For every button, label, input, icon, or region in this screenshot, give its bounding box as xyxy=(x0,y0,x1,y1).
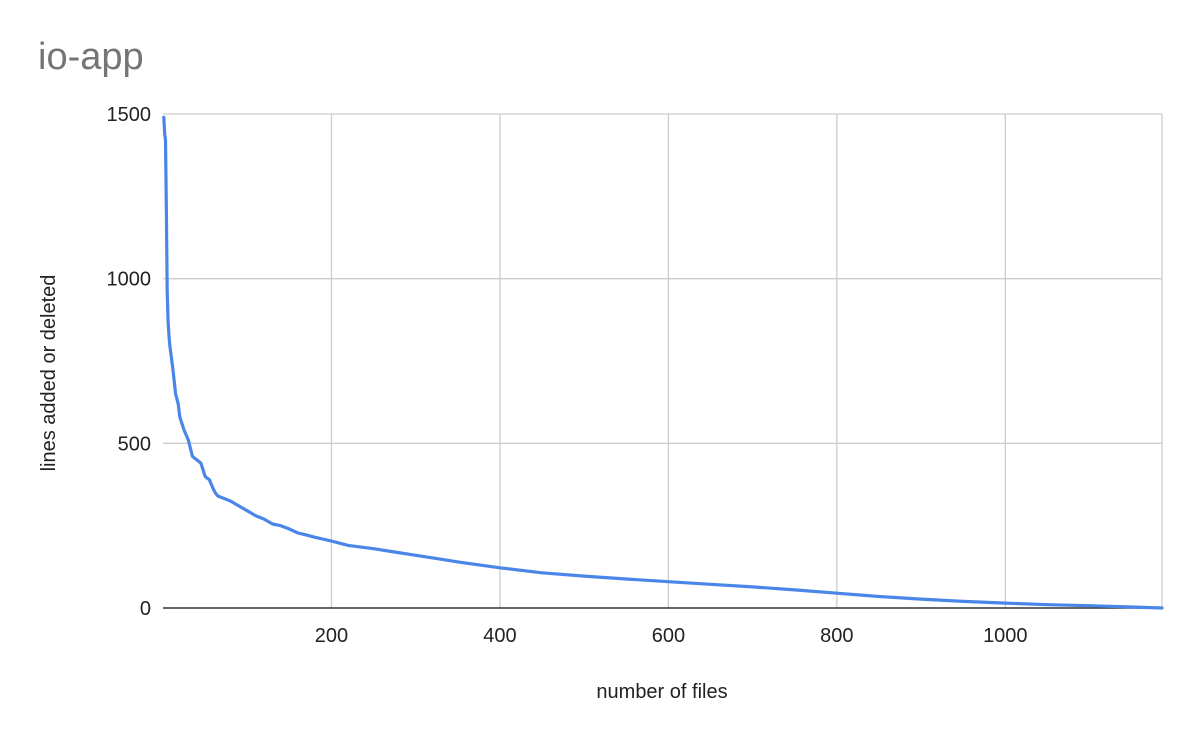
y-tick-label: 0 xyxy=(140,598,151,620)
x-tick-label: 400 xyxy=(483,625,516,647)
x-tick-label: 200 xyxy=(315,625,348,647)
tick-labels: 0 500 1000 1500 200 400 600 800 1000 xyxy=(107,104,1028,647)
x-tick-label: 600 xyxy=(652,625,685,647)
x-tick-label: 1000 xyxy=(983,625,1028,647)
y-tick-label: 500 xyxy=(118,433,151,455)
x-axis-label: number of files xyxy=(596,681,727,703)
chart-title: io-app xyxy=(38,36,144,78)
series-layer xyxy=(162,115,1164,610)
y-axis-label: lines added or deleted xyxy=(38,275,60,472)
series-line xyxy=(162,115,1164,610)
y-tick-label: 1500 xyxy=(107,104,152,126)
grid xyxy=(163,113,1163,609)
y-tick-label: 1000 xyxy=(107,269,152,291)
x-tick-label: 800 xyxy=(820,625,853,647)
